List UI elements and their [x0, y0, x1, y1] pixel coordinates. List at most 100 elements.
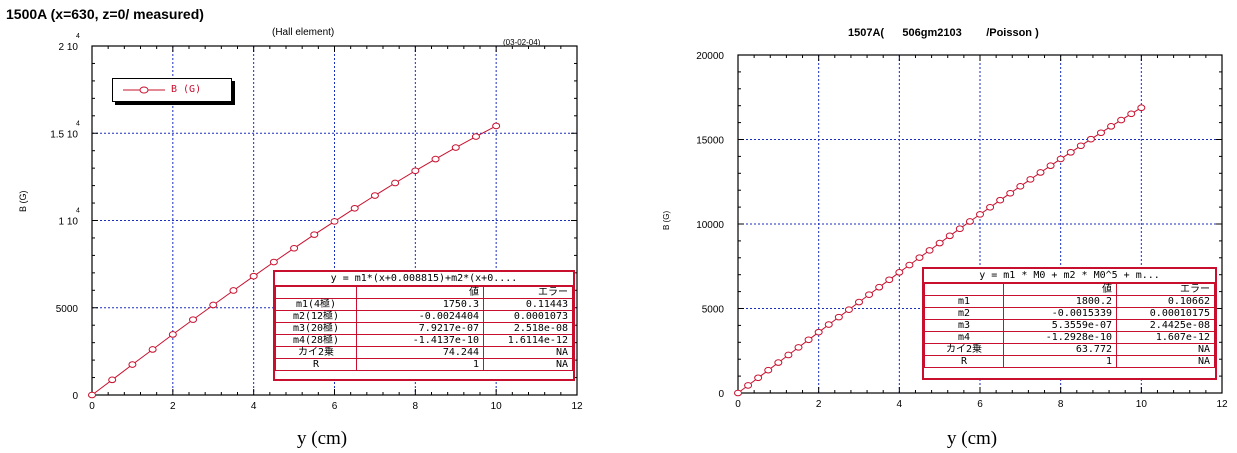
right-y-tick-label: 5000	[702, 305, 725, 316]
right-data-point	[1086, 135, 1095, 143]
table-header-row: 値 エラー	[924, 283, 1215, 296]
table-header-cell: 値	[1003, 283, 1117, 296]
table-cell: m4	[924, 331, 1004, 344]
right-x-tick-label: 6	[977, 399, 983, 410]
left-x-tick-label: 12	[571, 401, 583, 412]
right-data-point	[1137, 104, 1146, 112]
left-data-point	[330, 218, 339, 225]
table-cell: カイ2乗	[924, 343, 1004, 356]
right-x-tick-label: 8	[1058, 399, 1064, 410]
left-x-tick-label: 10	[491, 401, 503, 412]
left-x-tick-label: 0	[89, 401, 95, 412]
right-data-point	[754, 374, 763, 382]
right-x-tick-label: 10	[1136, 399, 1148, 410]
right-fit-params-table: 値 エラー m1 1800.2 0.10662 m2 -0.0015339 0.…	[924, 283, 1215, 368]
left-data-point	[451, 144, 460, 151]
right-data-point	[814, 328, 823, 336]
left-data-point	[310, 231, 319, 238]
left-chart-date: (03-02-04)	[503, 38, 541, 47]
left-data-point	[229, 287, 238, 294]
right-data-point	[1056, 155, 1065, 163]
table-header-cell: エラー	[1116, 283, 1215, 296]
right-data-point	[996, 196, 1005, 204]
right-data-point	[885, 276, 894, 284]
right-y-tick-label: 20000	[696, 51, 724, 62]
right-data-point	[1066, 149, 1075, 156]
right-data-point	[965, 218, 974, 225]
table-cell: NA	[1116, 355, 1215, 368]
left-x-tick-label: 4	[251, 401, 257, 412]
right-data-point	[865, 291, 874, 298]
right-fit-table: y = m1 * M0 + m2 * M0^5 + m... 値 エラー m1 …	[922, 267, 1217, 380]
left-data-point	[148, 346, 157, 353]
table-cell: 1750.3	[356, 298, 484, 311]
left-data-point	[471, 133, 480, 140]
table-row: カイ2乗 74.244 NA	[275, 346, 573, 359]
right-data-point	[905, 261, 914, 269]
left-data-point	[350, 204, 359, 212]
left-data-point	[290, 244, 299, 252]
table-cell: 1.6114e-12	[483, 334, 573, 347]
table-header-row: 値 エラー	[275, 286, 573, 299]
left-data-point	[391, 179, 400, 187]
left-y-tick-label: 1 10	[59, 217, 79, 228]
right-data-point	[1097, 129, 1105, 137]
table-header-cell	[275, 286, 357, 299]
table-row: m4 -1.2928e-10 1.607e-12	[924, 331, 1215, 344]
right-x-axis-label: y (cm)	[947, 428, 998, 449]
right-data-point	[925, 247, 934, 254]
right-x-tick-label: 4	[897, 399, 903, 410]
table-cell: 0.10662	[1116, 295, 1215, 308]
left-fit-params-table: 値 エラー m1(4極) 1750.3 0.11443 m2(12極) -0.0…	[275, 286, 573, 371]
left-data-point	[249, 272, 258, 280]
table-row: m3(20極) 7.9217e-07 2.518e-08	[275, 322, 573, 335]
right-data-point	[1076, 142, 1085, 150]
table-cell: m2	[924, 307, 1004, 320]
table-cell: NA	[483, 358, 573, 371]
table-cell: 63.772	[1003, 343, 1117, 356]
left-x-tick-label: 8	[413, 401, 419, 412]
right-data-point	[734, 389, 742, 397]
left-x-tick-label: 6	[332, 401, 338, 412]
left-y-axis-label: B (G)	[18, 190, 28, 213]
right-fit-equation: y = m1 * M0 + m2 * M0^5 + m...	[924, 269, 1215, 283]
right-data-point	[1016, 183, 1025, 190]
table-cell: m3(20極)	[275, 322, 357, 335]
right-data-point	[1046, 162, 1055, 169]
table-cell: カイ2乗	[275, 346, 357, 359]
table-cell: R	[924, 355, 1004, 368]
left-data-point	[108, 376, 117, 384]
right-data-point	[976, 211, 984, 218]
table-cell: 7.9217e-07	[356, 322, 484, 335]
right-data-point	[774, 359, 783, 366]
table-cell: 1	[356, 358, 484, 371]
right-x-tick-label: 0	[735, 399, 741, 410]
right-data-point	[915, 254, 924, 261]
table-cell: 0.0001073	[483, 310, 573, 323]
table-cell: m1(4極)	[275, 298, 357, 311]
right-x-tick-label: 12	[1216, 399, 1228, 410]
legend-series-label: B (G)	[171, 84, 202, 95]
table-cell: m2(12極)	[275, 310, 357, 323]
table-cell: 1800.2	[1003, 295, 1117, 308]
right-data-point	[824, 321, 833, 328]
table-row: m1 1800.2 0.10662	[924, 295, 1215, 308]
right-data-point	[855, 298, 863, 306]
table-cell: -0.0015339	[1003, 307, 1117, 320]
right-data-point	[1107, 123, 1116, 130]
left-data-point	[168, 331, 177, 338]
left-fit-equation: y = m1*(x+0.008815)+m2*(x+0....	[275, 272, 573, 286]
left-data-point	[189, 316, 198, 323]
right-data-point	[875, 283, 884, 291]
table-row: R 1 NA	[275, 358, 573, 371]
left-data-point	[411, 167, 420, 175]
right-y-axis-label: B (G)	[662, 210, 671, 230]
right-data-point	[794, 344, 803, 351]
table-row: m1(4極) 1750.3 0.11443	[275, 298, 573, 311]
right-data-point	[945, 232, 954, 240]
table-cell: 5.3559e-07	[1003, 319, 1117, 332]
table-row: m2 -0.0015339 0.00010175	[924, 307, 1215, 320]
left-chart-title: 1500A (x=630, z=0/ measured)	[6, 6, 204, 22]
left-data-point	[370, 192, 379, 199]
